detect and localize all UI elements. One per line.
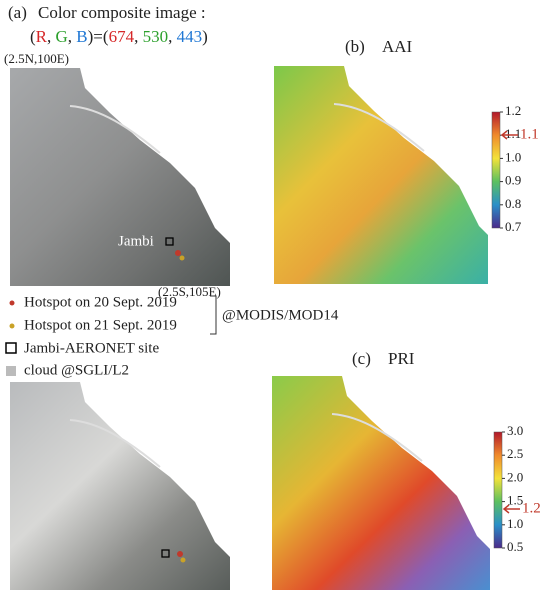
colorbar-ticks: 3.0 2.5 2.0 1.5 1.0 0.5 1.2 bbox=[502, 423, 541, 554]
text: , bbox=[47, 27, 56, 46]
text: ) bbox=[202, 27, 208, 46]
panel-title: PRI bbox=[388, 349, 415, 368]
site-label: Jambi bbox=[118, 233, 154, 249]
composite-spec: (R, G, B)=(674, 530, 443) bbox=[30, 27, 208, 46]
panel-label: (b) bbox=[345, 37, 365, 56]
text: B bbox=[76, 27, 87, 46]
text: 530 bbox=[143, 27, 169, 46]
marker-arrow bbox=[502, 504, 520, 514]
rgb-image bbox=[10, 381, 231, 590]
text: 443 bbox=[177, 27, 203, 46]
corner-label: (2.5N,100E) bbox=[4, 51, 69, 66]
tick-label: 2.0 bbox=[507, 469, 523, 484]
text: , bbox=[134, 27, 143, 46]
text: 674 bbox=[109, 27, 135, 46]
tick-label: 1.0 bbox=[505, 149, 521, 164]
tick-label: 0.7 bbox=[505, 219, 522, 234]
tick-label: 1.5 bbox=[507, 493, 523, 508]
corner-label: (2.5S,105E) bbox=[158, 284, 221, 299]
tick-label: 0.9 bbox=[505, 173, 521, 188]
marker-label: 1.2 bbox=[522, 500, 541, 516]
text: , bbox=[68, 27, 77, 46]
tick-label: 0.5 bbox=[507, 539, 523, 554]
colorbar bbox=[493, 431, 503, 549]
legend-text: Hotspot on 20 Sept. 2019 bbox=[24, 294, 177, 310]
legend-text: cloud @SGLI/L2 bbox=[24, 362, 129, 378]
text: G bbox=[56, 27, 68, 46]
colorbar-ticks: 1.2 1.1 1.0 0.9 0.8 0.7 1.1 bbox=[500, 103, 539, 234]
tick-label: 3.0 bbox=[507, 423, 523, 438]
legend-text: Jambi-AERONET site bbox=[24, 340, 159, 356]
legend-text: Hotspot on 21 Sept. 2019 bbox=[24, 317, 177, 333]
text: ( bbox=[30, 27, 36, 46]
legend-marker bbox=[6, 366, 16, 376]
tick-label: 1.0 bbox=[507, 516, 523, 531]
panel-label: (a) bbox=[8, 3, 27, 22]
pri-map bbox=[272, 375, 493, 590]
colorbar bbox=[491, 111, 501, 229]
aai-map bbox=[274, 65, 495, 284]
marker-label: 1.1 bbox=[520, 126, 539, 142]
rgb-image bbox=[10, 67, 231, 286]
marker-arrow bbox=[500, 130, 518, 140]
tick-label: 0.8 bbox=[505, 196, 521, 211]
panel-label: (c) bbox=[352, 349, 371, 368]
tick-label: 1.1 bbox=[505, 126, 521, 141]
text: )=( bbox=[88, 27, 109, 46]
text: R bbox=[36, 27, 48, 46]
legend-source: @MODIS/MOD14 bbox=[222, 307, 339, 323]
bracket bbox=[210, 295, 217, 335]
tick-label: 1.2 bbox=[505, 103, 521, 118]
panel-title: Color composite image : bbox=[38, 3, 206, 22]
panel-title: AAI bbox=[382, 37, 413, 56]
legend-marker bbox=[9, 300, 15, 306]
text: , bbox=[168, 27, 177, 46]
legend-marker bbox=[5, 342, 17, 354]
tick-label: 2.5 bbox=[507, 446, 523, 461]
legend-marker bbox=[9, 323, 15, 329]
